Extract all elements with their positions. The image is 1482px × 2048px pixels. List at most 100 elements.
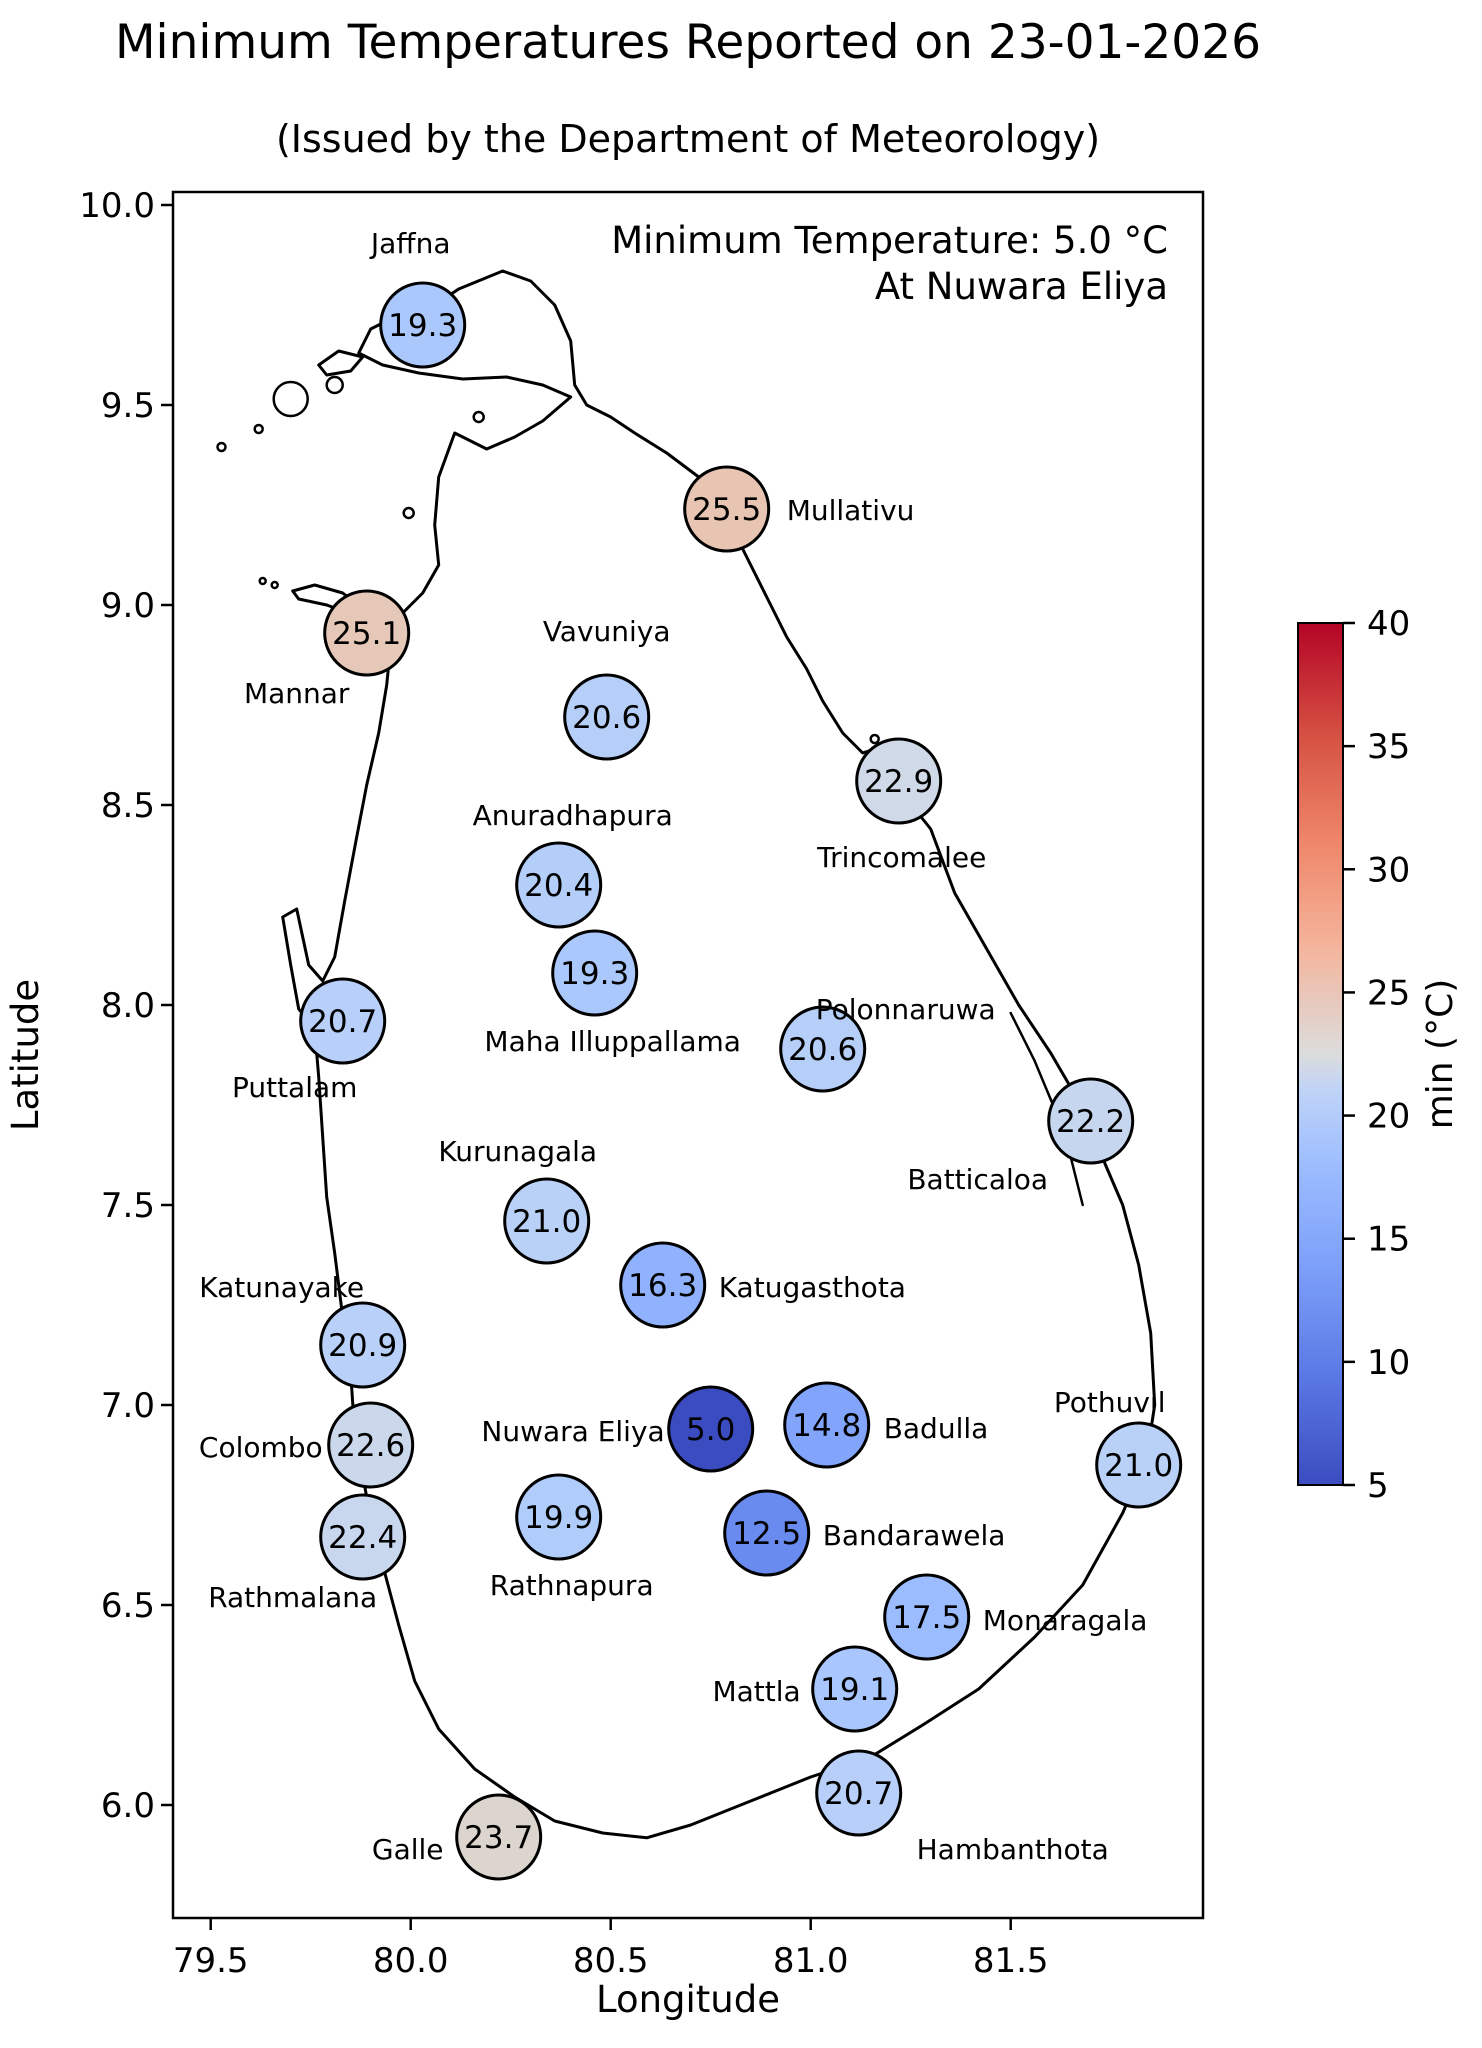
station-maha-illuppallama: 19.3 Maha Illuppallama xyxy=(484,929,741,1058)
small-island xyxy=(258,576,267,586)
colorbar-tick-label: 30 xyxy=(1367,850,1410,890)
station-marker xyxy=(319,1493,407,1581)
station-marker xyxy=(811,1645,899,1733)
station-value: 21.0 xyxy=(512,1204,581,1240)
y-tick-label: 9.0 xyxy=(101,586,155,626)
station-hambanthota: 20.7 Hambanthota xyxy=(815,1749,1109,1866)
station-value: 25.1 xyxy=(332,616,401,652)
y-tick-label: 6.0 xyxy=(101,1786,155,1826)
station-marker xyxy=(779,1005,867,1093)
station-value: 20.7 xyxy=(824,1776,893,1812)
station-value: 19.1 xyxy=(820,1672,889,1708)
station-value: 22.6 xyxy=(336,1428,405,1464)
station-value: 5.0 xyxy=(686,1412,735,1448)
station-name-label: Puttalam xyxy=(232,1071,357,1104)
station-marker xyxy=(783,1381,871,1469)
x-tick-label: 80.5 xyxy=(573,1941,649,1981)
station-vavuniya: 20.6 Vavuniya xyxy=(543,615,671,761)
station-value: 21.0 xyxy=(1104,1448,1173,1484)
colorbar-tick-label: 20 xyxy=(1367,1097,1410,1137)
page-subtitle: (Issued by the Department of Meteorology… xyxy=(276,117,1100,161)
station-mattla: 19.1 Mattla xyxy=(712,1645,899,1733)
station-anuradhapura: 20.4 Anuradhapura xyxy=(473,799,673,929)
station-marker xyxy=(503,1177,591,1265)
colorbar-tick-label: 10 xyxy=(1367,1343,1410,1383)
axis-ticks: 79.5 80.0 80.5 81.0 81.5 10.0 9.5 9.0 8.5 8.0 7.5 7… xyxy=(79,186,1048,1981)
x-tick-label: 81.5 xyxy=(973,1941,1049,1981)
station-value: 19.3 xyxy=(560,956,629,992)
small-island xyxy=(270,580,279,590)
colorbar-tick-label: 5 xyxy=(1367,1466,1389,1506)
station-name-label: Batticaloa xyxy=(907,1163,1048,1196)
y-axis-label: Latitude xyxy=(4,979,47,1131)
station-colombo: 22.6 Colombo xyxy=(199,1401,415,1489)
station-marker xyxy=(551,929,639,1017)
station-badulla: 14.8 Badulla xyxy=(783,1381,988,1469)
station-name-label: Mullativu xyxy=(787,494,915,527)
min-temp-annotation-line1: Minimum Temperature: 5.0 °C xyxy=(611,219,1168,262)
station-marker xyxy=(319,1301,407,1389)
station-name-label: Vavuniya xyxy=(543,615,671,648)
small-island xyxy=(253,423,264,435)
station-marker xyxy=(683,465,771,553)
station-marker xyxy=(855,737,943,825)
station-mannar: 25.1 Mannar xyxy=(244,589,411,710)
station-value: 20.4 xyxy=(524,868,593,904)
station-value: 22.9 xyxy=(864,764,933,800)
small-island xyxy=(472,410,485,424)
x-tick-label: 79.5 xyxy=(173,1941,249,1981)
min-temp-annotation-line2: At Nuwara Eliya xyxy=(875,265,1168,308)
station-value: 14.8 xyxy=(792,1408,861,1444)
station-name-label: Katunayake xyxy=(199,1271,364,1304)
station-kurunagala: 21.0 Kurunagala xyxy=(438,1135,597,1265)
station-name-label: Colombo xyxy=(199,1431,323,1464)
station-value: 23.7 xyxy=(464,1820,533,1856)
station-name-label: Mannar xyxy=(244,677,350,710)
station-name-label: Rathnapura xyxy=(490,1569,654,1602)
station-markers: 19.3 Jaffna 25.5 Mullativu 25.1 Mannar 20.6 Vav… xyxy=(199,227,1183,1881)
station-galle: 23.7 Galle xyxy=(372,1793,543,1881)
station-marker xyxy=(1047,1077,1135,1165)
y-tick-label: 9.5 xyxy=(101,386,155,426)
station-marker xyxy=(723,1489,811,1577)
station-value: 20.9 xyxy=(328,1328,397,1364)
station-name-label: Maha Illuppallama xyxy=(484,1025,741,1058)
station-name-label: Galle xyxy=(372,1833,444,1866)
station-rathnapura: 19.9 Rathnapura xyxy=(490,1473,654,1602)
station-value: 25.5 xyxy=(692,492,761,528)
y-tick-label: 7.5 xyxy=(101,1186,155,1226)
station-trincomalee: 22.9 Trincomalee xyxy=(816,737,986,874)
station-value: 16.3 xyxy=(628,1268,697,1304)
station-name-label: Kurunagala xyxy=(438,1135,597,1168)
station-marker xyxy=(299,977,387,1065)
station-value: 17.5 xyxy=(892,1600,961,1636)
station-polonnaruwa: 20.6 Polonnaruwa xyxy=(779,993,996,1093)
y-tick-label: 10.0 xyxy=(79,186,155,226)
station-katunayake: 20.9 Katunayake xyxy=(199,1271,407,1389)
colorbar-label: min (°C) xyxy=(1420,979,1461,1130)
station-marker xyxy=(379,281,467,369)
station-name-label: Mattla xyxy=(712,1675,800,1708)
station-marker xyxy=(515,1473,603,1561)
small-island xyxy=(325,375,344,395)
station-marker xyxy=(563,673,651,761)
colorbar-ticks: 40 35 30 25 20 15 10 5 xyxy=(1343,604,1410,1506)
station-marker xyxy=(619,1241,707,1329)
station-pothuvil: 21.0 Pothuvil xyxy=(1054,1386,1183,1509)
station-marker xyxy=(883,1573,971,1661)
station-name-label: Katugasthota xyxy=(719,1271,906,1304)
station-mullativu: 25.5 Mullativu xyxy=(683,465,915,553)
station-name-label: Bandarawela xyxy=(823,1519,1006,1552)
small-island xyxy=(869,733,880,745)
y-tick-label: 8.5 xyxy=(101,786,155,826)
station-value: 19.9 xyxy=(524,1500,593,1536)
station-value: 22.4 xyxy=(328,1520,397,1556)
colorbar-tick-label: 25 xyxy=(1367,973,1410,1013)
small-island xyxy=(216,441,227,453)
station-value: 19.3 xyxy=(388,308,457,344)
colorbar-tick-label: 15 xyxy=(1367,1220,1410,1260)
station-value: 20.7 xyxy=(308,1004,377,1040)
station-marker xyxy=(515,841,603,929)
